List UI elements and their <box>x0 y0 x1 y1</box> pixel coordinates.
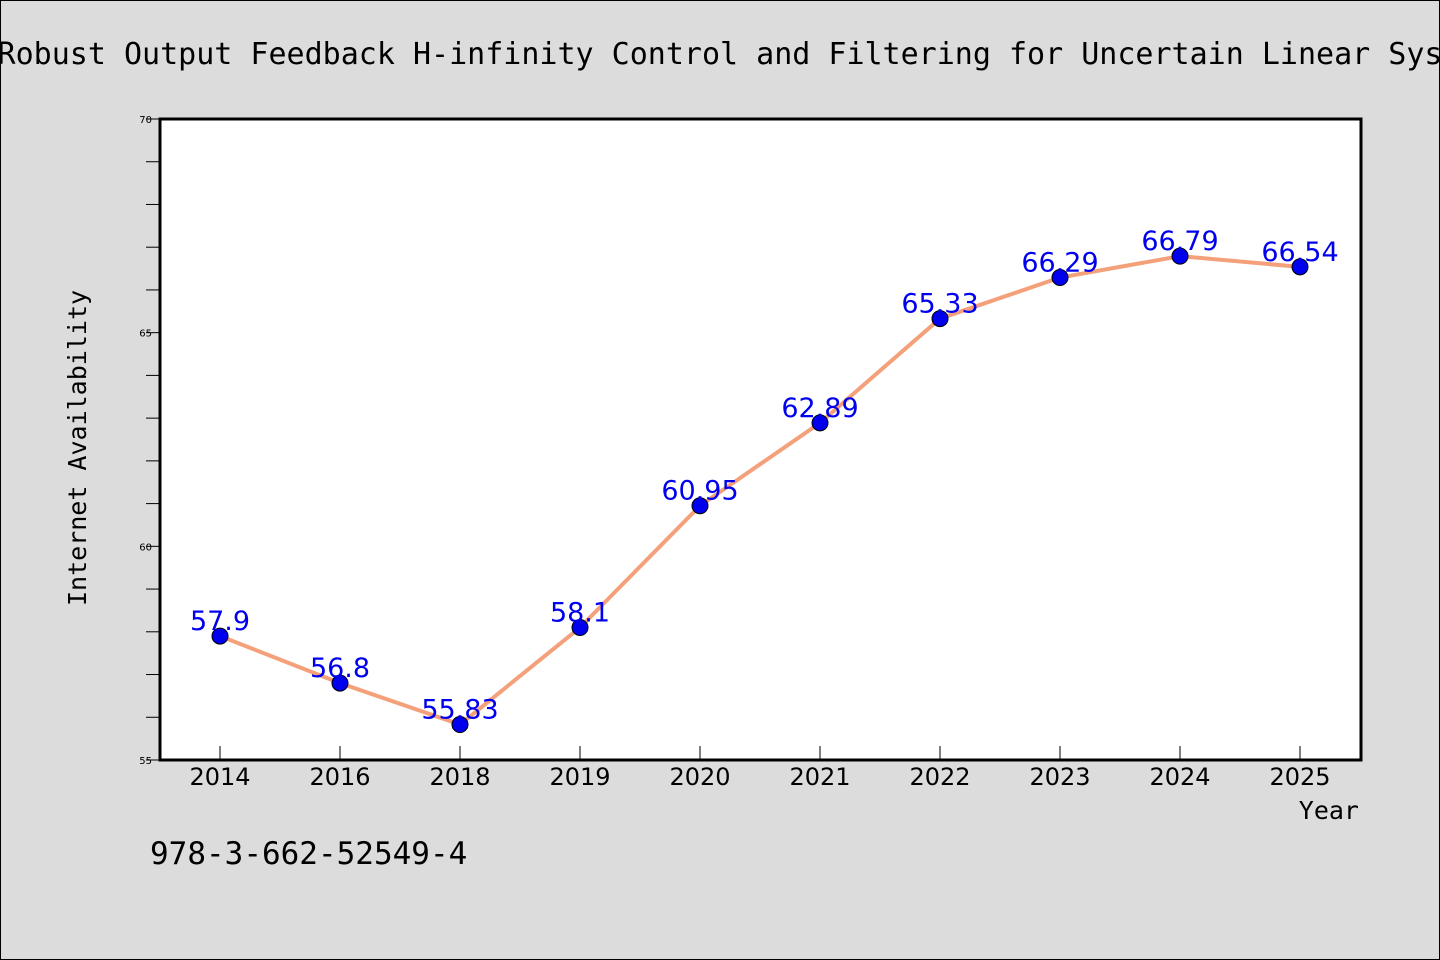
isbn-text: 978-3-662-52549-4 <box>150 836 467 872</box>
y-axis-ticks: 55 60 65 70 <box>139 115 160 767</box>
x-tick-label: 2025 <box>1269 763 1330 791</box>
y-tick-label: 70 <box>139 115 152 126</box>
series-line <box>219 254 1301 727</box>
x-tick-label: 2021 <box>789 763 850 791</box>
data-point <box>331 674 349 692</box>
data-point <box>1171 247 1189 265</box>
data-point <box>1051 269 1069 287</box>
data-label: 56.8 <box>310 653 370 684</box>
y-tick-label: 65 <box>139 329 152 340</box>
data-label: 65.33 <box>901 289 978 320</box>
y-tick-label: 60 <box>139 542 152 553</box>
x-axis-label: Year <box>1299 796 1359 825</box>
data-label: 57.9 <box>190 606 250 637</box>
y-tick-label: 55 <box>139 756 152 767</box>
x-tick-label: 2016 <box>309 763 370 791</box>
data-point <box>811 414 829 432</box>
data-label: 62.89 <box>781 393 858 424</box>
data-label: 66.29 <box>1021 248 1098 279</box>
x-axis-ticks: 2014 2016 2018 2019 2020 2021 2022 2023 2024 2025 <box>189 746 1331 791</box>
plot-area <box>158 117 1363 762</box>
data-label: 55.83 <box>421 695 498 726</box>
data-label: 60.95 <box>661 476 738 507</box>
x-tick-label: 2019 <box>549 763 610 791</box>
data-label: 58.1 <box>550 598 610 629</box>
x-tick-label: 2020 <box>669 763 730 791</box>
data-point <box>571 619 589 637</box>
data-markers <box>211 247 1309 734</box>
data-label: 66.54 <box>1261 237 1338 268</box>
data-labels: 57.9 56.8 55.83 58.1 60.95 62.89 65.33 66.29 66.… <box>190 226 1339 725</box>
x-tick-label: 2022 <box>909 763 970 791</box>
data-point <box>931 310 949 328</box>
x-tick-label: 2023 <box>1029 763 1090 791</box>
chart-title: Robust Output Feedback H-infinity Contro… <box>0 37 1440 72</box>
data-point <box>211 627 229 645</box>
x-tick-label: 2014 <box>189 763 250 791</box>
data-point <box>691 497 709 515</box>
x-tick-label: 2018 <box>429 763 490 791</box>
data-label: 66.79 <box>1141 226 1218 257</box>
x-tick-label: 2024 <box>1149 763 1210 791</box>
data-point <box>451 716 469 734</box>
y-axis-label: Internet Availability <box>63 290 92 606</box>
data-point <box>1291 258 1309 276</box>
